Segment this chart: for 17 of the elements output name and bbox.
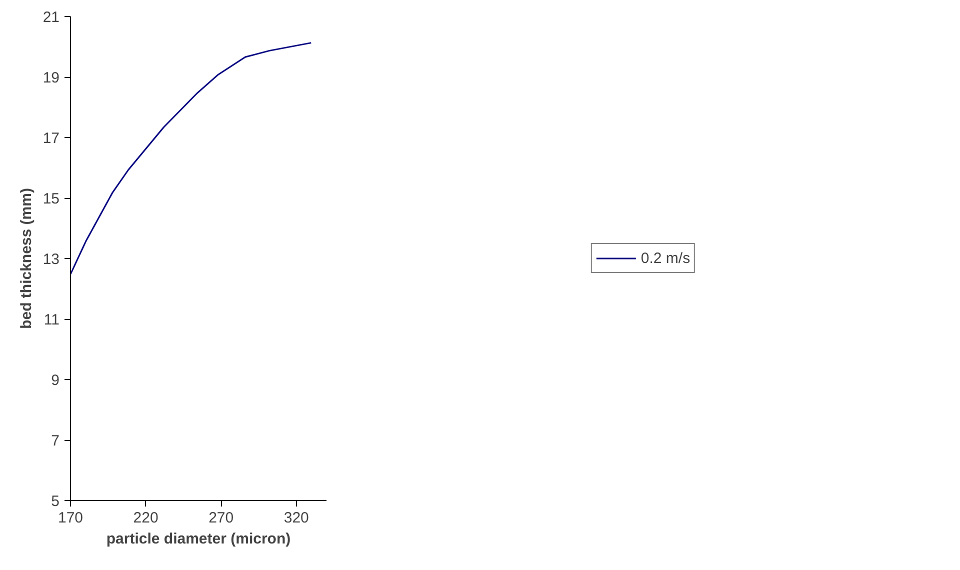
x-tick-label: 220 (133, 510, 158, 526)
y-tick-label: 19 (42, 70, 60, 86)
legend-label: 0.2 m/s (640, 250, 690, 266)
line-series (70, 42, 312, 275)
x-tick-label: 170 (58, 510, 84, 526)
y-tick-label: 21 (42, 9, 60, 26)
y-tick-label: 13 (42, 251, 60, 268)
x-axis-title: particle diameter (micron) (106, 530, 291, 548)
y-tick-label: 5 (51, 493, 60, 510)
y-tick-label: 11 (44, 312, 60, 328)
y-tick-label: 15 (42, 190, 60, 208)
y-tick-label: 9 (51, 372, 60, 389)
x-tick-label: 270 (208, 510, 234, 526)
y-tick-label: 17 (42, 130, 60, 147)
x-tick-label: 320 (284, 510, 309, 526)
y-axis-title: bed thickness (mm) (18, 188, 35, 329)
y-tick-label: 7 (51, 432, 60, 450)
